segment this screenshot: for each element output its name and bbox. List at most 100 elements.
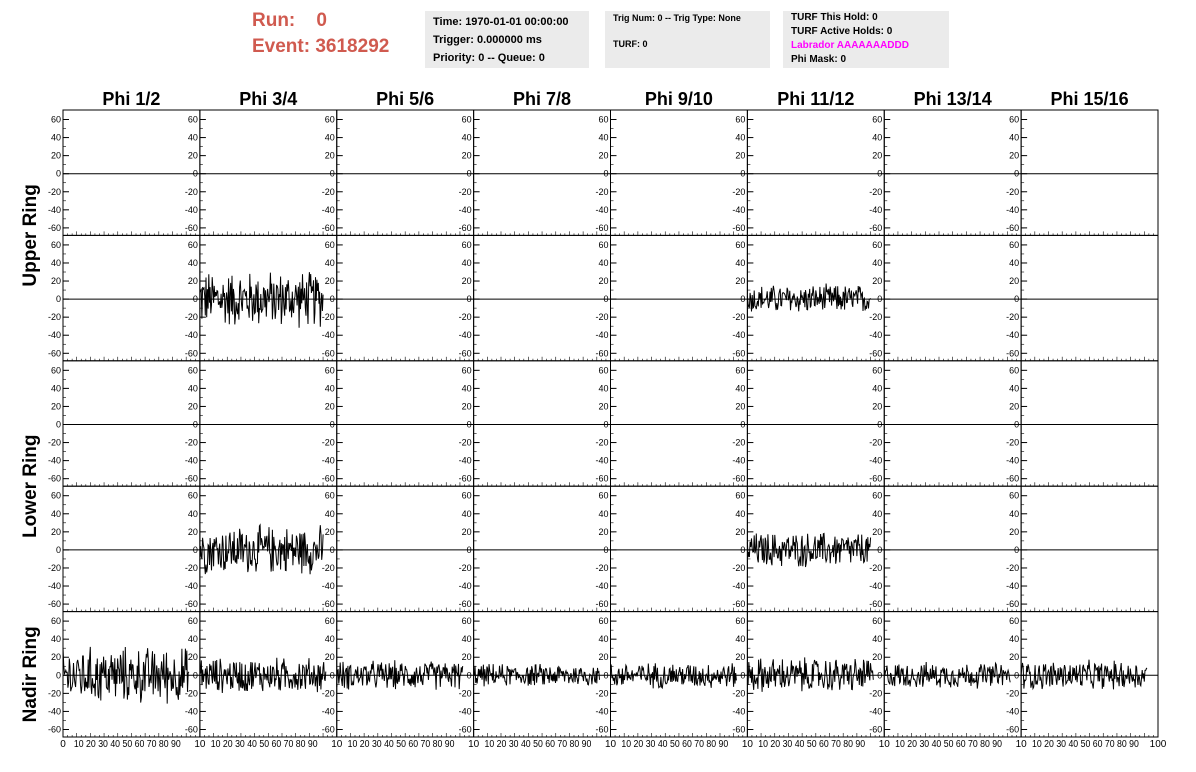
y-tick-label: -20 (869, 312, 882, 322)
y-tick-label: 0 (193, 420, 198, 430)
y-tick-label: 0 (467, 545, 472, 555)
x-tick-labels-group: 10 20 30 40 50 60 70 80 90 (895, 739, 1002, 750)
waveform-trace (746, 532, 872, 568)
y-tick-label: 40 (462, 509, 472, 519)
y-tick-label: 40 (462, 383, 472, 393)
y-tick-label: -60 (869, 599, 882, 609)
y-tick-label: 20 (1009, 151, 1019, 161)
y-tick-label: -40 (48, 330, 61, 340)
y-tick-label: 40 (735, 133, 745, 143)
y-tick-label: -40 (1006, 581, 1019, 591)
y-tick-label: 20 (1009, 401, 1019, 411)
x-tick-label: 10 (1016, 739, 1028, 750)
y-tick-label: 0 (330, 169, 335, 179)
event-value: 3618292 (315, 36, 390, 57)
y-tick-label: 0 (467, 169, 472, 179)
y-tick-label: -40 (322, 581, 335, 591)
y-tick-label: 60 (325, 616, 335, 626)
y-tick-label: -20 (185, 563, 198, 573)
x-tick-labels-group: 10 20 30 40 50 60 70 80 90 (211, 739, 318, 750)
y-tick-label: 60 (51, 115, 61, 125)
y-tick-label: 20 (51, 527, 61, 537)
y-tick-label: -40 (322, 456, 335, 466)
y-tick-label: -40 (732, 456, 745, 466)
y-tick-label: -40 (1006, 205, 1019, 215)
waveform-pad (883, 360, 1022, 487)
y-tick-label: -40 (732, 205, 745, 215)
y-tick-label: -60 (732, 724, 745, 734)
y-tick-label: -60 (185, 223, 198, 233)
waveform-trace (473, 664, 600, 687)
turf-hold-text: TURF This Hold: 0 (791, 12, 878, 23)
column-header: Phi 1/2 (102, 89, 160, 109)
y-tick-label: 40 (735, 383, 745, 393)
y-tick-label: -20 (322, 187, 335, 197)
y-tick-label: 0 (603, 294, 608, 304)
y-tick-label: 20 (462, 276, 472, 286)
y-tick-label: 60 (735, 616, 745, 626)
y-tick-label: -40 (185, 330, 198, 340)
y-tick-label: 60 (598, 616, 608, 626)
y-tick-label: 20 (735, 401, 745, 411)
y-tick-label: -40 (48, 581, 61, 591)
y-tick-label: -20 (595, 563, 608, 573)
y-tick-label: -60 (185, 724, 198, 734)
y-tick-label: -40 (185, 706, 198, 716)
y-tick-label: -20 (48, 688, 61, 698)
y-tick-label: 60 (188, 240, 198, 250)
y-tick-label: 20 (598, 527, 608, 537)
waveform-pad (1020, 109, 1159, 236)
waveform-trace (610, 663, 737, 690)
y-tick-label: 40 (598, 634, 608, 644)
y-tick-label: -60 (459, 724, 472, 734)
run-event-box: Run: 0 Event: 3618292 (252, 8, 389, 60)
y-tick-label: -20 (322, 563, 335, 573)
column-header: Phi 3/4 (239, 89, 297, 109)
y-tick-label: 40 (188, 383, 198, 393)
y-tick-label: -40 (595, 205, 608, 215)
waveform-pad (1020, 234, 1159, 362)
y-tick-label: 0 (740, 545, 745, 555)
y-tick-label: 0 (467, 294, 472, 304)
y-tick-label: 20 (325, 401, 335, 411)
y-tick-label: -40 (732, 581, 745, 591)
y-tick-label: 60 (51, 616, 61, 626)
x-tick-label: 10 (468, 739, 480, 750)
waveform-trace (883, 661, 1011, 689)
waveform-pad (473, 360, 611, 487)
y-tick-label: 40 (51, 383, 61, 393)
waveform-trace (62, 646, 190, 704)
y-tick-label: 20 (872, 151, 882, 161)
y-tick-label: -20 (732, 688, 745, 698)
y-tick-label: -20 (595, 187, 608, 197)
y-tick-label: 60 (51, 240, 61, 250)
time-info-panel: Time: 1970-01-01 00:00:00 Trigger: 0.000… (425, 11, 589, 68)
y-tick-label: -60 (459, 474, 472, 484)
y-tick-label: -40 (1006, 330, 1019, 340)
y-tick-label: 40 (51, 258, 61, 268)
y-tick-label: -20 (48, 438, 61, 448)
y-tick-label: 40 (462, 634, 472, 644)
y-tick-label: -60 (322, 474, 335, 484)
waveform-trace (199, 657, 327, 694)
y-tick-label: 20 (51, 276, 61, 286)
y-tick-label: 60 (51, 365, 61, 375)
y-tick-label: -40 (732, 706, 745, 716)
x-tick-label: 0 (60, 739, 66, 750)
y-tick-label: 20 (51, 151, 61, 161)
y-tick-label: -60 (732, 599, 745, 609)
waveform-pad (610, 485, 748, 613)
waveform-trace (199, 523, 324, 575)
y-tick-label: 40 (325, 634, 335, 644)
y-tick-label: 0 (877, 294, 882, 304)
y-tick-label: -60 (459, 599, 472, 609)
y-tick-label: -60 (1006, 348, 1019, 358)
waveform-pad (883, 234, 1022, 362)
column-header: Phi 5/6 (376, 89, 434, 109)
y-tick-label: 0 (193, 670, 198, 680)
event-row: Event: 3618292 (252, 34, 389, 60)
labrador-text: Labrador AAAAAAADDD (791, 40, 909, 51)
y-tick-label: 0 (193, 169, 198, 179)
y-tick-label: 20 (598, 151, 608, 161)
